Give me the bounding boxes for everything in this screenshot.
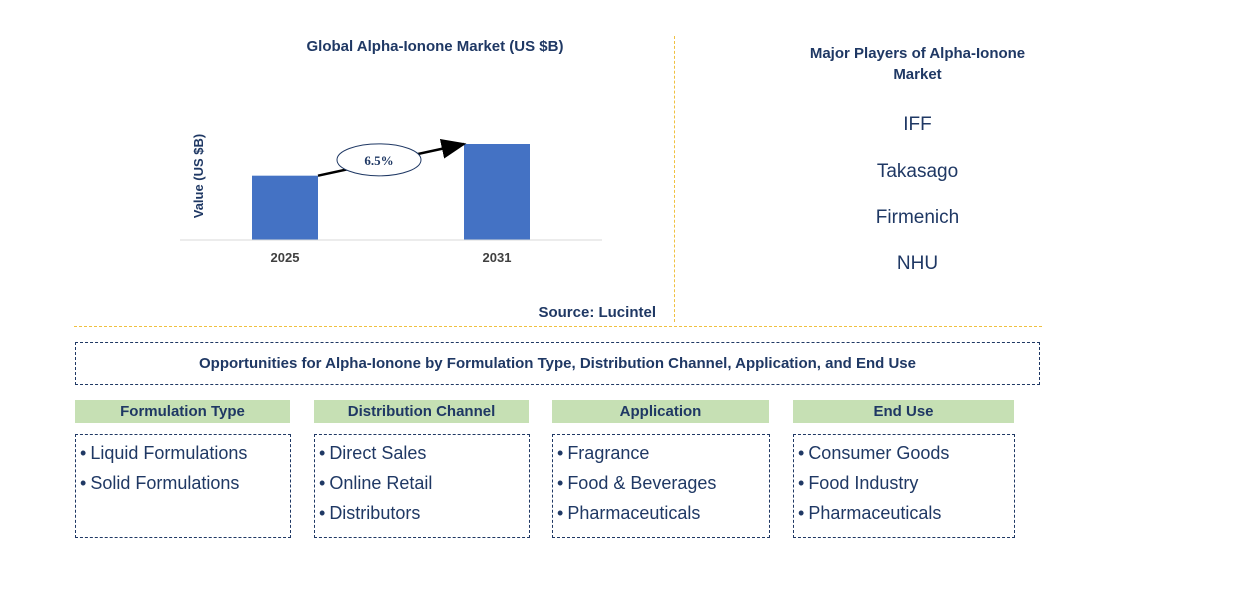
list-item: • Consumer Goods — [798, 443, 950, 463]
category-list: • Fragrance • Food & Beverages • Pharmaceut… — [552, 434, 770, 538]
horizontal-divider — [74, 326, 1042, 327]
opportunities-title: Opportunities for Alpha-Ionone by Formul… — [199, 355, 916, 372]
player-name: IFF — [903, 114, 932, 135]
category-heading-label: End Use — [873, 403, 934, 420]
opportunities-banner: Opportunities for Alpha-Ionone by Formul… — [75, 342, 1040, 385]
list-item: • Food Industry — [798, 473, 919, 493]
list-item: • Solid Formulations — [80, 473, 240, 493]
category-heading: Application — [552, 400, 769, 423]
category-heading: Formulation Type — [75, 400, 290, 423]
category-list: • Direct Sales • Online Retail • Distributo… — [314, 434, 530, 538]
list-item: • Pharmaceuticals — [798, 503, 942, 523]
bar-2025 — [252, 175, 318, 240]
list-item: • Food & Beverages — [557, 473, 717, 493]
player-name: Firmenich — [875, 207, 960, 228]
players-title: Major Players of Alpha-Ionone Market — [809, 45, 1026, 83]
list-item: • Direct Sales — [319, 443, 427, 463]
list-item: • Online Retail — [319, 473, 433, 493]
category-heading-label: Formulation Type — [120, 403, 245, 420]
category-heading-label: Distribution Channel — [347, 403, 496, 420]
category-heading: End Use — [793, 400, 1014, 423]
source-note: Source: Lucintel — [538, 304, 656, 321]
list-item: • Liquid Formulations — [80, 443, 248, 463]
category-list: • Liquid Formulations • Solid Formulations — [75, 434, 291, 538]
vertical-divider — [674, 36, 675, 322]
player-name: Takasago — [876, 161, 959, 182]
x-tick-label: 2025 — [271, 250, 300, 265]
chart-title: Global Alpha-Ionone Market (US $B) — [306, 38, 564, 55]
growth-label: 6.5% — [364, 153, 393, 168]
chart-plot: 2025 2031 6.5% Value (US $B) — [180, 134, 602, 265]
category-heading-label: Application — [619, 403, 702, 420]
category-heading: Distribution Channel — [314, 400, 529, 423]
x-tick-label: 2031 — [483, 250, 512, 265]
player-name: NHU — [896, 253, 939, 274]
bar-2031 — [464, 144, 530, 240]
growth-ellipse — [336, 143, 422, 177]
list-item: • Distributors — [319, 503, 421, 523]
list-item: • Fragrance — [557, 443, 650, 463]
list-item: • Pharmaceuticals — [557, 503, 701, 523]
y-axis-label: Value (US $B) — [191, 134, 206, 219]
category-list: • Consumer Goods • Food Industry • Pharmace… — [793, 434, 1015, 538]
